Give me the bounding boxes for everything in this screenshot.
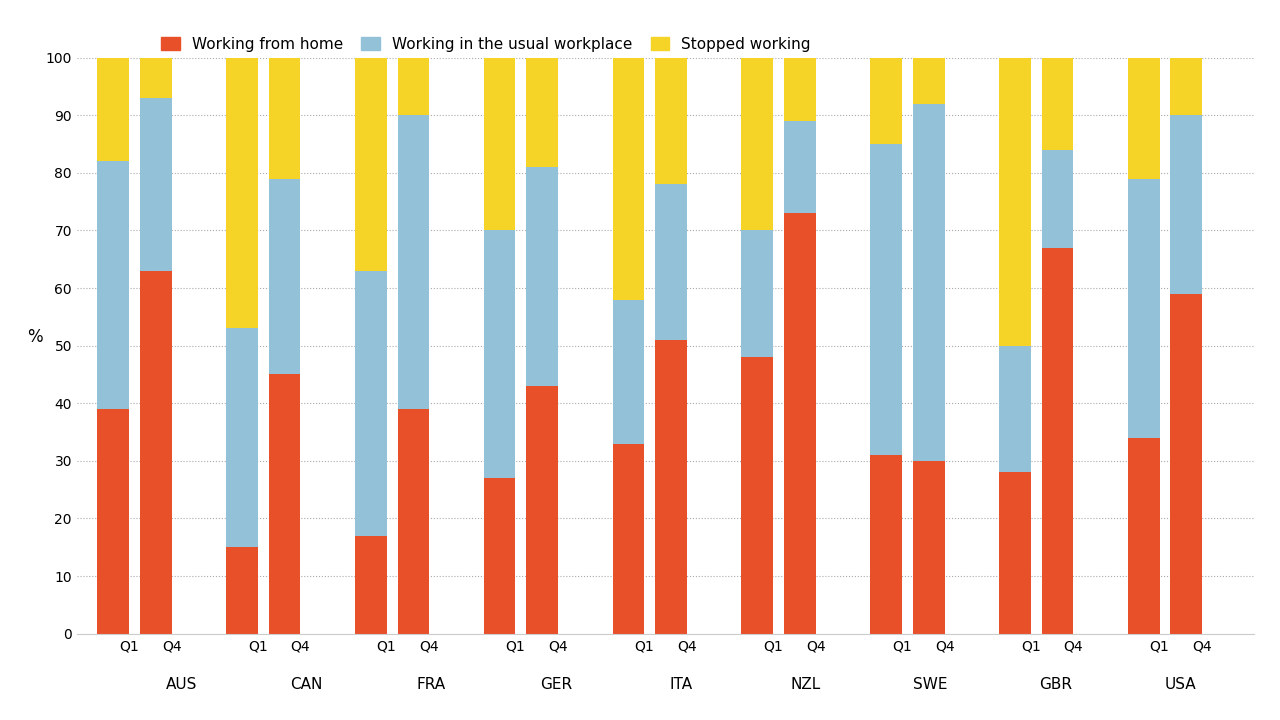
Bar (484, 58, 516, 230)
Bar (355, 58, 387, 271)
Bar (1170, 294, 1202, 634)
Bar (526, 58, 558, 167)
Bar (269, 58, 301, 179)
Bar (355, 536, 387, 634)
Bar (1042, 248, 1074, 634)
Bar (913, 461, 945, 634)
Bar (140, 98, 172, 271)
Bar (227, 547, 257, 634)
Bar (913, 104, 945, 461)
Bar (741, 58, 773, 230)
Bar (870, 455, 902, 634)
Bar (613, 444, 644, 634)
Bar (998, 346, 1030, 472)
Bar (1128, 179, 1160, 438)
Bar (227, 58, 257, 328)
Bar (913, 58, 945, 104)
Bar (227, 328, 257, 547)
Bar (1042, 58, 1074, 150)
Bar (484, 230, 516, 478)
Bar (998, 472, 1030, 634)
Bar (998, 58, 1030, 346)
Bar (269, 374, 301, 634)
Bar (140, 271, 172, 634)
Bar (613, 300, 644, 444)
Y-axis label: %: % (27, 328, 42, 346)
Legend: Working from home, Working in the usual workplace, Stopped working: Working from home, Working in the usual … (155, 31, 817, 58)
Bar (613, 58, 644, 300)
Bar (783, 213, 815, 634)
Bar (97, 161, 129, 409)
Bar (398, 409, 429, 634)
Bar (655, 340, 687, 634)
Bar (140, 58, 172, 98)
Bar (398, 115, 429, 409)
Bar (526, 386, 558, 634)
Bar (97, 58, 129, 161)
Bar (97, 409, 129, 634)
Bar (484, 478, 516, 634)
Bar (1042, 150, 1074, 248)
Bar (398, 58, 429, 115)
Bar (1170, 115, 1202, 294)
Bar (269, 179, 301, 374)
Bar (355, 271, 387, 536)
Bar (655, 58, 687, 184)
Bar (1128, 58, 1160, 179)
Bar (655, 184, 687, 340)
Bar (870, 144, 902, 455)
Bar (526, 167, 558, 386)
Bar (783, 58, 815, 121)
Bar (741, 357, 773, 634)
Bar (741, 230, 773, 357)
Bar (783, 121, 815, 213)
Bar (870, 58, 902, 144)
Bar (1128, 438, 1160, 634)
Bar (1170, 58, 1202, 115)
